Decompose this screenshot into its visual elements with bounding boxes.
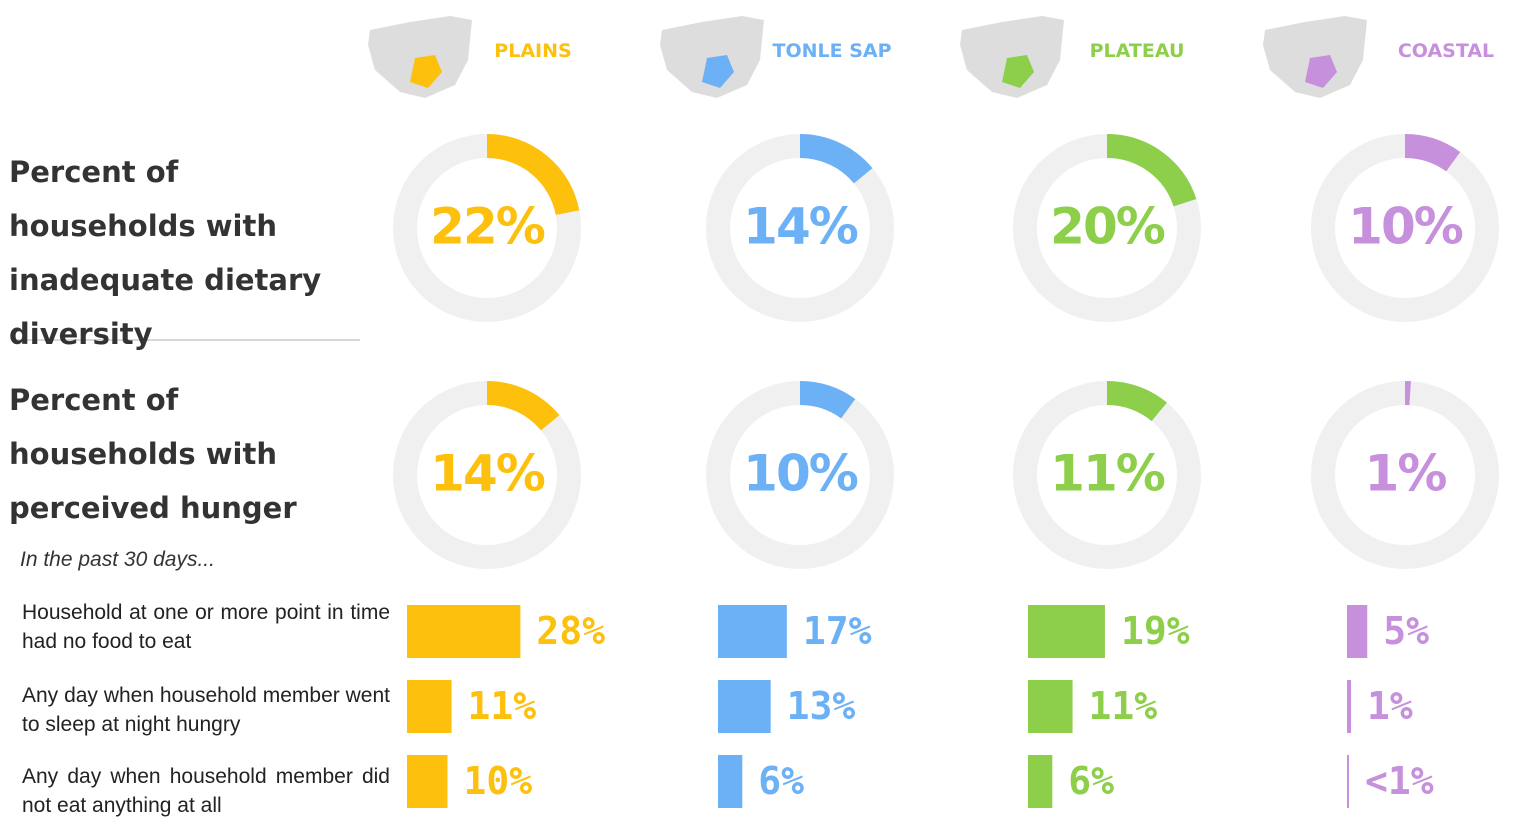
row-label: Any day when household member did not ea…	[22, 765, 390, 817]
bar-label: 6%	[1068, 759, 1114, 803]
bar-label: 11%	[1089, 684, 1158, 728]
region-highlight	[1002, 55, 1034, 88]
title: Percent of households with inadequate di…	[9, 155, 322, 351]
donut-arc	[486, 134, 580, 216]
bar	[1347, 755, 1350, 808]
region-highlight	[1305, 55, 1337, 88]
row-label: Any day when household member went to sl…	[22, 684, 390, 736]
bar-label: 1%	[1367, 684, 1413, 728]
bar	[718, 680, 771, 733]
bar-label: 28%	[536, 609, 605, 653]
region-label: TONLE SAP	[772, 40, 891, 62]
bar	[407, 755, 448, 808]
donut-label: 11%	[1050, 445, 1165, 503]
bar-label: 13%	[787, 684, 856, 728]
row-label: Household at one or more point in time h…	[22, 601, 390, 653]
bar-label: 10%	[464, 759, 533, 803]
donut-label: 20%	[1050, 198, 1165, 256]
bar	[1347, 680, 1352, 733]
bar	[718, 605, 787, 658]
bar-label: 6%	[758, 759, 804, 803]
bar-label: 11%	[468, 684, 537, 728]
donut-arc	[1106, 134, 1197, 207]
bar	[407, 605, 521, 658]
region-map	[960, 16, 1064, 98]
region-map	[660, 16, 764, 98]
donut-label: 1%	[1365, 445, 1447, 503]
region-label: PLAINS	[494, 40, 571, 62]
bar	[718, 755, 743, 808]
region-label: PLATEAU	[1090, 40, 1185, 62]
bar-label: <1%	[1365, 759, 1434, 803]
donut-label: 14%	[430, 445, 545, 503]
region-map	[1263, 16, 1367, 98]
bar-label: 17%	[803, 609, 872, 653]
donut-label: 10%	[1348, 198, 1463, 256]
bar	[407, 680, 452, 733]
donut-label: 14%	[743, 198, 858, 256]
bar	[1347, 605, 1368, 658]
bar-label: 19%	[1121, 609, 1190, 653]
donut-arc	[799, 134, 873, 184]
bar-label: 5%	[1383, 609, 1429, 653]
bar	[1028, 680, 1073, 733]
region-highlight	[410, 55, 442, 88]
subtitle: In the past 30 days...	[20, 548, 215, 571]
region-label: COASTAL	[1398, 40, 1494, 62]
donut-arc	[1404, 134, 1461, 172]
region-map	[368, 16, 472, 98]
region-highlight	[702, 55, 734, 88]
donut-arc	[1106, 381, 1167, 422]
donut-arc	[486, 381, 560, 431]
bar	[1028, 755, 1053, 808]
title: Percent of households with perceived hun…	[9, 383, 297, 525]
donut-label: 22%	[430, 198, 545, 256]
donut-label: 10%	[743, 445, 858, 503]
donut-arc	[799, 381, 856, 419]
bar	[1028, 605, 1105, 658]
